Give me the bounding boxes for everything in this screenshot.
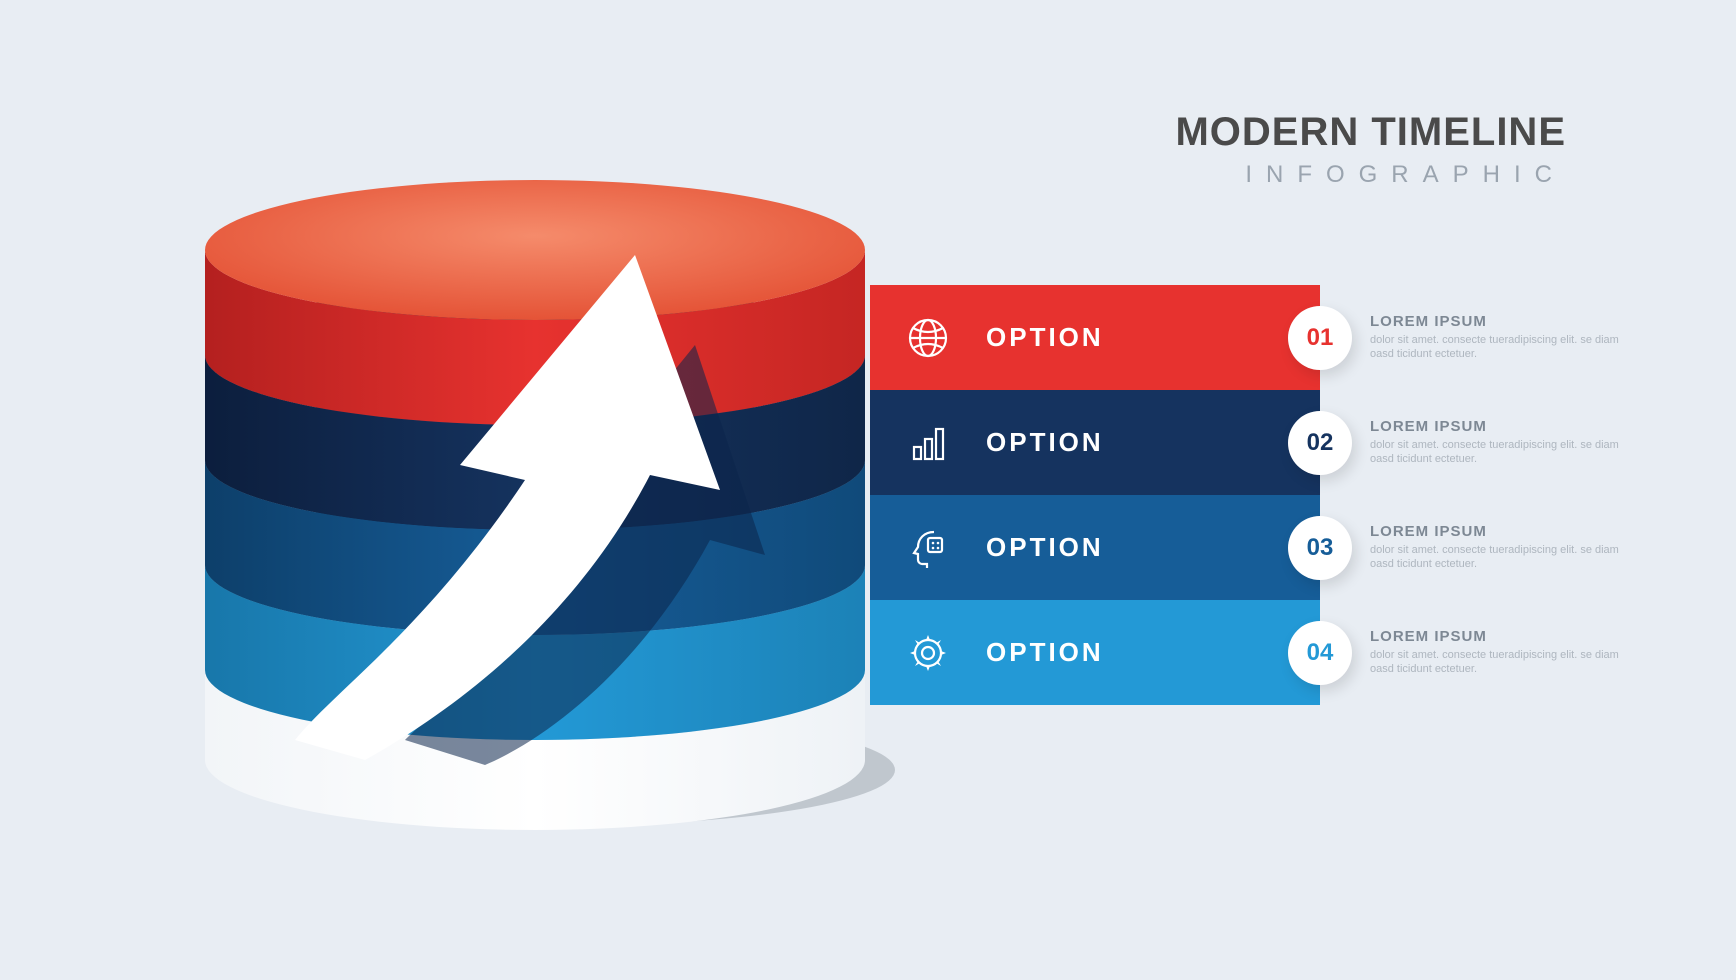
detail-3-title: LOREM IPSUM — [1370, 523, 1620, 540]
detail-2: LOREM IPSUM dolor sit amet. consecte tue… — [1370, 390, 1630, 495]
cylinder-band-5-top — [205, 600, 865, 740]
option-3-badge: 03 — [1288, 516, 1352, 580]
detail-2-body: dolor sit amet. consecte tueradipiscing … — [1370, 439, 1620, 467]
option-1: OPTION 01 — [870, 285, 1320, 390]
cylinder-top-ellipse — [205, 180, 865, 320]
detail-4: LOREM IPSUM dolor sit amet. consecte tue… — [1370, 600, 1630, 705]
cylinder-ground-shadow — [255, 715, 895, 825]
cylinder-band-2 — [205, 355, 865, 530]
detail-1: LOREM IPSUM dolor sit amet. consecte tue… — [1370, 285, 1630, 390]
cylinder-band-4-top — [205, 495, 865, 635]
option-2-badge: 02 — [1288, 411, 1352, 475]
details-list: LOREM IPSUM dolor sit amet. consecte tue… — [1370, 285, 1630, 705]
option-3: OPTION 03 — [870, 495, 1320, 600]
option-4-badge: 04 — [1288, 621, 1352, 685]
options-list: OPTION 01 OPTION 02 OPTION 03 — [870, 285, 1320, 705]
arrow-shadow — [405, 345, 765, 765]
up-arrow — [295, 255, 720, 760]
cylinder-band-3-top — [205, 390, 865, 530]
option-1-badge: 01 — [1288, 306, 1352, 370]
option-1-label: OPTION — [986, 322, 1104, 353]
cylinder-band-2-top — [205, 285, 865, 425]
gear-icon — [906, 631, 950, 675]
cylinder-band-4 — [205, 565, 865, 740]
cylinder-band-3 — [205, 460, 865, 635]
cylinder-band-1 — [205, 250, 865, 425]
head-ai-icon — [906, 526, 950, 570]
bars-icon — [906, 421, 950, 465]
option-4-label: OPTION — [986, 637, 1104, 668]
option-4: OPTION 04 — [870, 600, 1320, 705]
option-2-label: OPTION — [986, 427, 1104, 458]
detail-1-body: dolor sit amet. consecte tueradipiscing … — [1370, 334, 1620, 362]
detail-3: LOREM IPSUM dolor sit amet. consecte tue… — [1370, 495, 1630, 600]
detail-4-title: LOREM IPSUM — [1370, 628, 1620, 645]
header-title: MODERN TIMELINE — [1175, 110, 1566, 155]
header-subtitle: INFOGRAPHIC — [1175, 161, 1566, 189]
option-3-label: OPTION — [986, 532, 1104, 563]
option-2: OPTION 02 — [870, 390, 1320, 495]
header: MODERN TIMELINE INFOGRAPHIC — [1175, 110, 1566, 189]
detail-2-title: LOREM IPSUM — [1370, 418, 1620, 435]
detail-4-body: dolor sit amet. consecte tueradipiscing … — [1370, 649, 1620, 677]
globe-icon — [906, 316, 950, 360]
detail-3-body: dolor sit amet. consecte tueradipiscing … — [1370, 544, 1620, 572]
cylinder-band-5 — [205, 670, 865, 830]
detail-1-title: LOREM IPSUM — [1370, 313, 1620, 330]
cylinder-graphic — [175, 180, 895, 830]
